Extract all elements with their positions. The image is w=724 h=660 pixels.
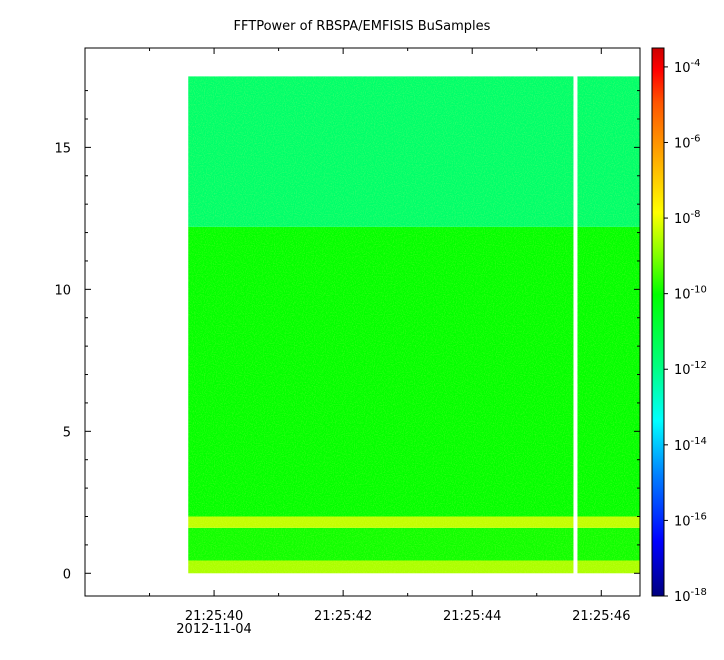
plot-area bbox=[188, 75, 640, 575]
x-tick-sublabel: 2012-11-04 bbox=[176, 622, 252, 637]
colorbar-gradient bbox=[652, 48, 664, 596]
colorbar-tick-label: 10-18 bbox=[674, 587, 707, 605]
colorbar-tick-label: 10-6 bbox=[674, 133, 701, 151]
x-tick-label: 21:25:42 bbox=[314, 609, 372, 624]
colorbar-tick-label: 10-14 bbox=[674, 436, 707, 454]
y-tick-label: 5 bbox=[63, 425, 71, 440]
data-gap bbox=[573, 75, 578, 575]
x-tick-label: 21:25:40 bbox=[185, 609, 243, 624]
colorbar: 10-18 10-16 10-14 10-12 10-10 10-8 10-6 10-4 bbox=[651, 47, 707, 605]
x-tick-label: 21:25:46 bbox=[572, 609, 630, 624]
colorbar-tick-label: 10-12 bbox=[674, 360, 707, 378]
y-tick-label: 0 bbox=[63, 567, 71, 582]
colorbar-tick-label: 10-4 bbox=[674, 58, 701, 76]
spectrogram-noise bbox=[188, 76, 640, 574]
chart-title: FFTPower of RBSPA/EMFISIS BuSamples bbox=[234, 19, 491, 34]
x-tick-label: 21:25:44 bbox=[443, 609, 501, 624]
colorbar-tick-label: 10-8 bbox=[674, 209, 701, 227]
plot-frame bbox=[84, 47, 641, 597]
colorbar-tick-label: 10-10 bbox=[674, 285, 707, 303]
colorbar-tick-label: 10-16 bbox=[674, 511, 707, 529]
y-tick-label: 10 bbox=[54, 283, 71, 298]
colorbar-frame bbox=[651, 47, 665, 597]
y-tick-label: 15 bbox=[54, 141, 71, 156]
